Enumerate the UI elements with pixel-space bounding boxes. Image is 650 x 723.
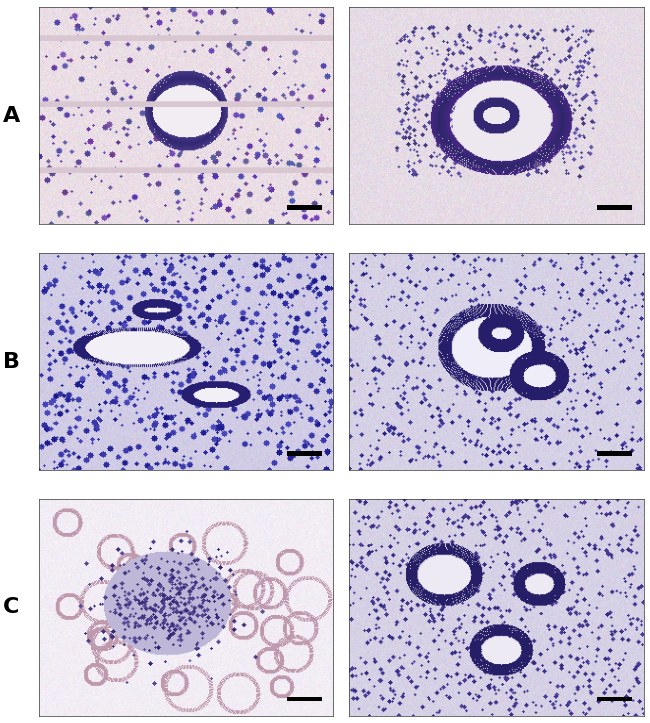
Bar [287, 205, 322, 210]
Text: B: B [3, 351, 20, 372]
Bar [287, 451, 322, 455]
Bar [597, 205, 632, 210]
Bar [287, 697, 322, 701]
Bar [597, 451, 632, 455]
Text: A: A [3, 106, 21, 126]
Bar [597, 697, 632, 701]
Text: C: C [3, 597, 20, 617]
